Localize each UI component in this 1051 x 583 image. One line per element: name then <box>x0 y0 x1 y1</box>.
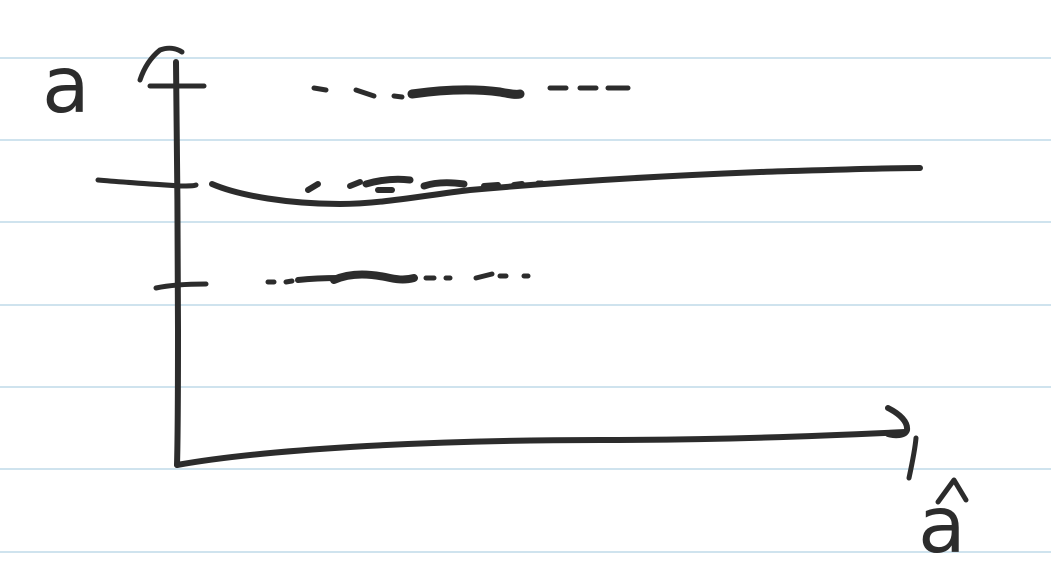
x-axis-end-stroke <box>906 435 919 481</box>
dash-segment <box>420 179 468 190</box>
dash-segment <box>311 85 329 93</box>
dash-segment <box>347 179 363 189</box>
dashed-line-middle <box>305 175 545 193</box>
dash-segment <box>391 93 405 100</box>
y-axis-tick-lower <box>153 281 209 291</box>
y-axis-hat-mark <box>137 45 185 83</box>
ruled-lines <box>0 57 1051 553</box>
y-axis-tick-middle <box>95 177 199 189</box>
dash-segment <box>283 278 295 285</box>
dashed-line-top <box>311 85 631 100</box>
x-axis-hat-mark <box>935 477 969 505</box>
x-axis-label: a <box>918 481 966 571</box>
dash-segment <box>362 175 414 188</box>
y-axis-line <box>173 59 181 468</box>
dash-heavy-segment <box>330 270 418 284</box>
x-axis-line <box>174 429 908 468</box>
dash-segment <box>353 87 377 99</box>
dash-segment <box>481 182 501 189</box>
dash-segment <box>511 181 525 188</box>
dash-heavy-segment <box>407 85 525 99</box>
x-axis-arrowhead <box>885 405 911 439</box>
y-axis-label: a <box>42 41 90 131</box>
solid-curve <box>209 165 923 207</box>
dash-segment <box>473 271 495 281</box>
dash-segment <box>305 181 321 193</box>
dashed-line-lower <box>265 270 531 285</box>
